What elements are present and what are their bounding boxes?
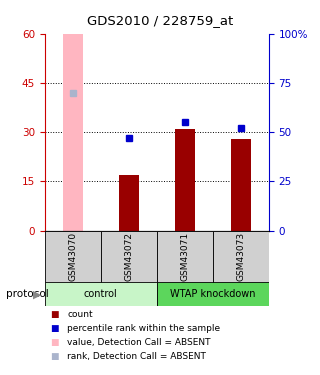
Bar	[175, 129, 195, 231]
Text: rank, Detection Call = ABSENT: rank, Detection Call = ABSENT	[67, 352, 206, 362]
Text: ■: ■	[50, 352, 59, 362]
Bar	[157, 282, 269, 306]
Text: GSM43071: GSM43071	[180, 232, 189, 281]
Text: protocol: protocol	[6, 290, 49, 299]
Text: percentile rank within the sample: percentile rank within the sample	[67, 324, 220, 333]
Text: GSM43073: GSM43073	[236, 232, 245, 281]
Text: GDS2010 / 228759_at: GDS2010 / 228759_at	[87, 14, 233, 27]
Bar	[213, 231, 269, 283]
Text: control: control	[84, 289, 118, 299]
Text: ▶: ▶	[33, 290, 41, 299]
Bar	[63, 34, 83, 231]
Bar	[45, 231, 101, 283]
Text: value, Detection Call = ABSENT: value, Detection Call = ABSENT	[67, 338, 211, 347]
Text: GSM43072: GSM43072	[124, 232, 133, 281]
Text: ■: ■	[50, 310, 59, 319]
Text: ■: ■	[50, 324, 59, 333]
Text: count: count	[67, 310, 93, 319]
Text: WTAP knockdown: WTAP knockdown	[170, 289, 256, 299]
Bar	[157, 231, 213, 283]
Text: ■: ■	[50, 338, 59, 347]
Bar	[45, 282, 157, 306]
Bar	[101, 231, 157, 283]
Bar	[231, 139, 251, 231]
Bar	[119, 175, 139, 231]
Text: GSM43070: GSM43070	[68, 232, 77, 281]
